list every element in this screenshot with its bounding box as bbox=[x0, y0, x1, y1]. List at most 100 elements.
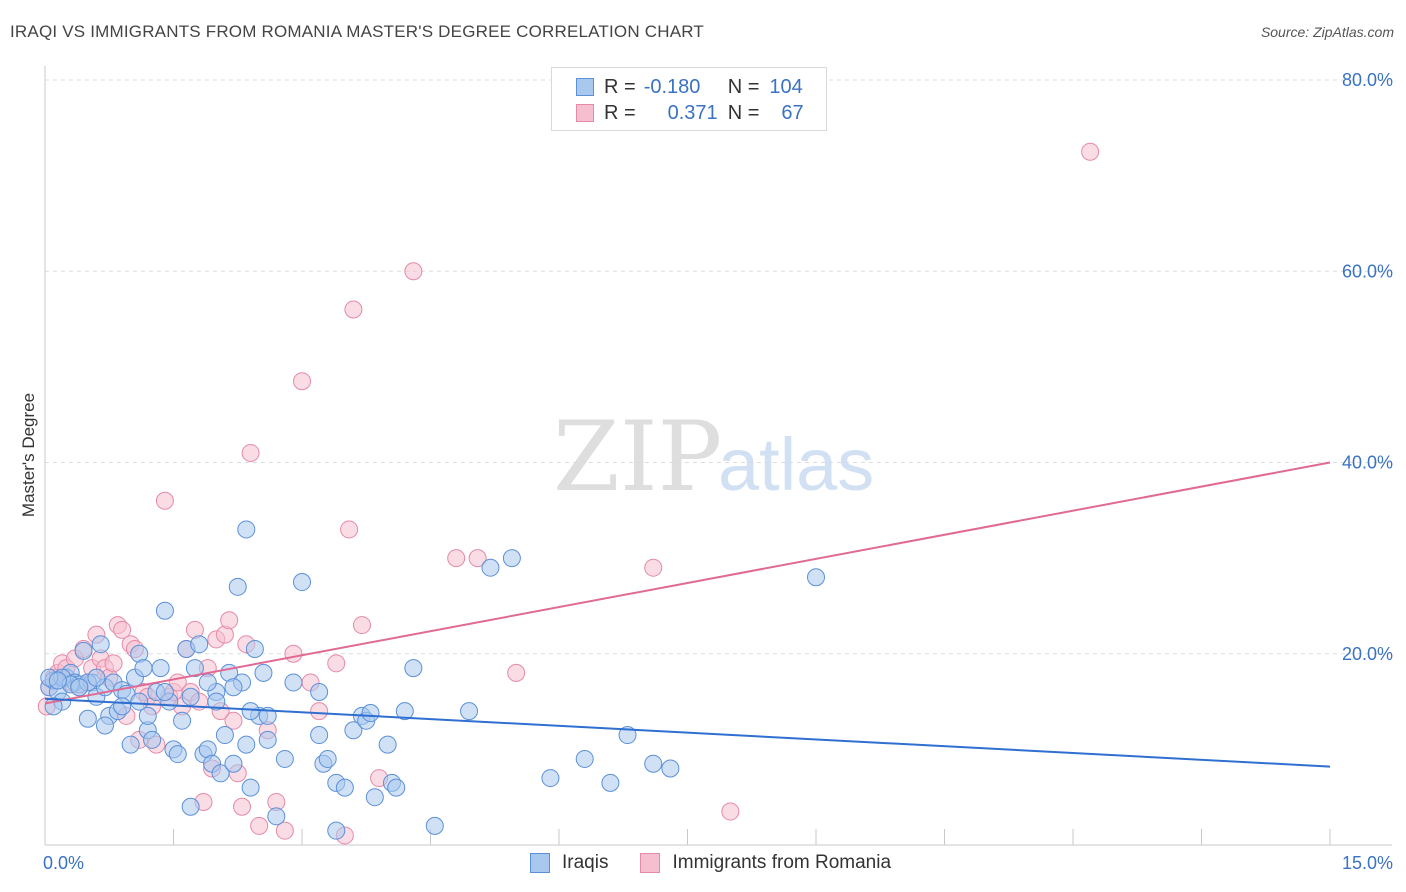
legend-row-romania: R = 0.371 N = 67 bbox=[576, 100, 804, 126]
point-iraqis bbox=[198, 673, 217, 692]
point-iraqis bbox=[335, 778, 354, 797]
point-iraqis bbox=[113, 697, 132, 716]
point-iraqis bbox=[245, 639, 264, 658]
y-tick-label: 80.0% bbox=[1342, 70, 1393, 90]
chart-title: IRAQI VS IMMIGRANTS FROM ROMANIA MASTER'… bbox=[10, 22, 704, 41]
point-iraqis bbox=[138, 706, 157, 725]
point-iraqis bbox=[70, 678, 89, 697]
point-iraqis bbox=[130, 692, 149, 711]
point-iraqis bbox=[310, 726, 329, 745]
legend-item-iraqis[interactable]: Iraqis bbox=[530, 852, 608, 874]
n-label: N = bbox=[727, 75, 760, 98]
gridlines bbox=[45, 79, 1392, 655]
point-iraqis bbox=[378, 735, 397, 754]
series-iraqis-points bbox=[40, 520, 825, 840]
point-romania bbox=[447, 549, 466, 568]
point-romania bbox=[233, 797, 252, 816]
point-romania bbox=[104, 654, 123, 673]
point-iraqis bbox=[95, 716, 114, 735]
legend-item-romania[interactable]: Immigrants from Romania bbox=[640, 852, 891, 874]
point-romania bbox=[340, 520, 359, 539]
point-romania bbox=[284, 644, 303, 663]
trendline-iraqis bbox=[44, 697, 1331, 768]
point-iraqis bbox=[327, 821, 346, 840]
y-tick-label: 60.0% bbox=[1342, 261, 1393, 281]
x-tick-label: 15.0% bbox=[1342, 853, 1393, 873]
legend-row-iraqis: R = -0.180 N = 104 bbox=[576, 74, 803, 100]
point-iraqis bbox=[228, 577, 247, 596]
legend-swatch-pink bbox=[576, 104, 594, 122]
point-iraqis bbox=[78, 709, 97, 728]
point-iraqis bbox=[215, 726, 234, 745]
point-romania bbox=[327, 654, 346, 673]
point-iraqis bbox=[425, 816, 444, 835]
x-tick-label: 0.0% bbox=[43, 853, 84, 873]
point-iraqis bbox=[181, 687, 200, 706]
point-romania bbox=[721, 802, 740, 821]
point-iraqis bbox=[502, 549, 521, 568]
legend-swatch-blue bbox=[530, 853, 550, 873]
point-iraqis bbox=[237, 520, 256, 539]
point-iraqis bbox=[601, 773, 620, 792]
point-iraqis bbox=[155, 683, 174, 701]
point-iraqis bbox=[151, 659, 170, 678]
legend-swatch-blue bbox=[576, 78, 594, 96]
point-iraqis bbox=[618, 726, 637, 745]
point-romania bbox=[1081, 142, 1100, 161]
point-romania bbox=[155, 491, 174, 510]
point-iraqis bbox=[387, 778, 406, 797]
point-iraqis bbox=[241, 702, 260, 721]
point-iraqis bbox=[267, 807, 286, 826]
point-iraqis bbox=[254, 663, 273, 682]
series-legend: Iraqis Immigrants from Romania bbox=[530, 852, 923, 874]
point-iraqis bbox=[237, 735, 256, 754]
watermark-atlas: atlas bbox=[718, 423, 874, 506]
point-romania bbox=[310, 702, 329, 721]
point-iraqis bbox=[48, 671, 67, 690]
point-iraqis bbox=[241, 778, 260, 797]
point-iraqis bbox=[365, 788, 384, 807]
point-iraqis bbox=[481, 558, 500, 577]
point-iraqis bbox=[807, 568, 825, 587]
y-axis-label: Master's Degree bbox=[19, 393, 38, 517]
point-iraqis bbox=[395, 702, 414, 721]
point-iraqis bbox=[293, 573, 311, 592]
point-iraqis bbox=[87, 668, 106, 687]
point-iraqis bbox=[134, 659, 153, 678]
point-romania bbox=[275, 821, 294, 840]
point-iraqis bbox=[661, 759, 680, 778]
point-iraqis bbox=[575, 749, 594, 768]
watermark: ZIP atlas bbox=[553, 401, 874, 513]
point-iraqis bbox=[91, 635, 110, 654]
point-iraqis bbox=[224, 678, 243, 697]
point-romania bbox=[113, 620, 132, 639]
point-iraqis bbox=[541, 769, 560, 788]
trendline-romania bbox=[44, 461, 1331, 705]
point-iraqis bbox=[211, 764, 230, 783]
n-value: 67 bbox=[781, 101, 804, 124]
point-romania bbox=[468, 549, 487, 568]
point-romania bbox=[507, 663, 526, 682]
r-value: 0.371 bbox=[667, 101, 718, 124]
point-iraqis bbox=[258, 730, 277, 749]
point-romania bbox=[250, 816, 269, 835]
point-iraqis bbox=[361, 704, 380, 723]
point-iraqis bbox=[185, 659, 204, 678]
correlation-legend: R = -0.180 N = 104 R = 0.371 N = 67 bbox=[551, 67, 827, 131]
point-iraqis bbox=[155, 601, 174, 620]
point-iraqis bbox=[181, 797, 200, 816]
point-iraqis bbox=[284, 673, 303, 692]
point-romania bbox=[224, 711, 243, 730]
point-romania bbox=[241, 443, 260, 462]
point-iraqis bbox=[190, 635, 209, 654]
tick-labels: 20.0% 40.0% 60.0% 80.0% 0.0% 15.0% bbox=[43, 70, 1393, 873]
point-iraqis bbox=[224, 754, 243, 773]
y-tick-label: 40.0% bbox=[1342, 453, 1393, 473]
r-label: R = bbox=[604, 75, 636, 98]
legend-swatch-pink bbox=[640, 853, 661, 873]
point-iraqis bbox=[644, 754, 663, 773]
point-iraqis bbox=[318, 749, 337, 768]
point-iraqis bbox=[121, 735, 140, 754]
point-romania bbox=[644, 558, 663, 577]
watermark-zip: ZIP bbox=[553, 401, 722, 513]
